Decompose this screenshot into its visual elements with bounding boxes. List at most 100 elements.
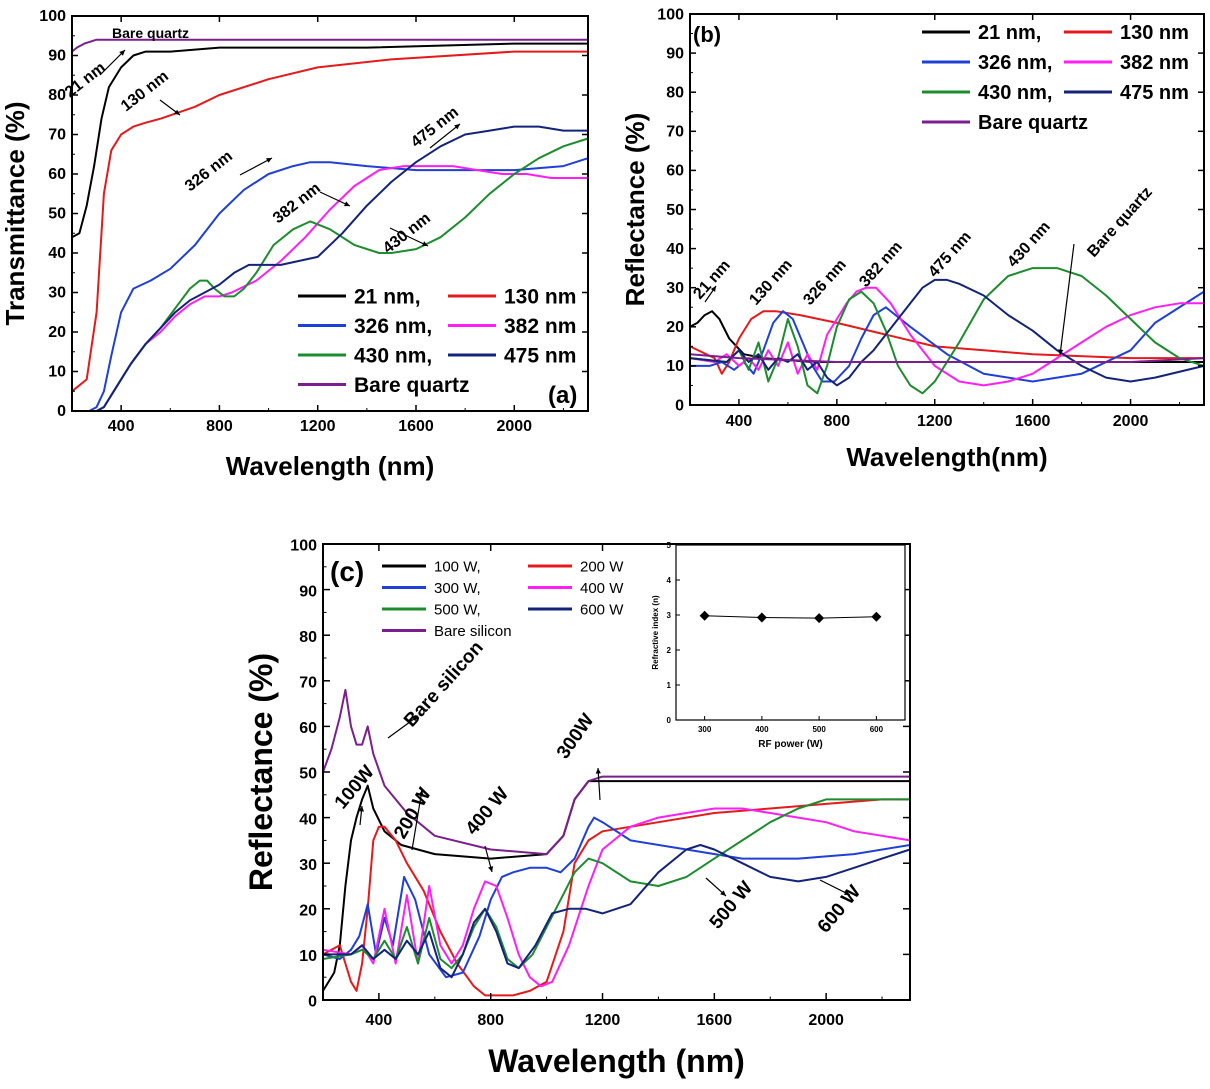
legend-entry: 430 nm, <box>354 345 432 368</box>
series-line-6 <box>322 688 910 856</box>
legend-entry: 300 W, <box>434 580 481 597</box>
inset-y-tick-label: 3 <box>667 611 672 620</box>
series-line-1 <box>689 310 1204 375</box>
annotation-label: 326 nm <box>800 256 850 308</box>
inset-data-point <box>756 612 767 623</box>
annotation-arrowhead <box>488 866 494 872</box>
series-line-4 <box>322 798 910 970</box>
legend: 100 W, 200 W 300 W, 400 W 500 W, 600 W Bare si… <box>382 558 624 640</box>
y-tick-label: 0 <box>57 403 66 420</box>
legend: 21 nm, 130 nm 326 nm, 382 nm 430 nm, 475 nm Ba… <box>922 22 1189 134</box>
y-axis-label: Transmittance (%) <box>0 102 30 326</box>
annotation-label: Bare quartz <box>1084 184 1156 261</box>
inset-y-tick-label: 4 <box>667 576 672 585</box>
inset-y-tick-label: 5 <box>667 541 672 550</box>
series-line-0 <box>322 780 910 992</box>
inset-y-tick-label: 0 <box>667 716 672 725</box>
inset-data-point <box>699 610 710 621</box>
inset-x-axis-label: RF power (W) <box>758 739 822 750</box>
annotation-arrowhead <box>412 716 418 722</box>
legend-entry: 200 W <box>580 558 624 575</box>
annotation-label: 430 nm <box>1004 218 1054 270</box>
series-line-6 <box>689 353 1205 363</box>
panel-a: 0 10 20 30 40 50 60 70 80 90 100 400 800 1200 1600 2000… <box>0 8 589 481</box>
x-axis-label: Wavelength(nm) <box>846 442 1047 472</box>
annotation-arrowhead <box>344 201 350 207</box>
annotation-label: 400 W <box>462 784 513 840</box>
y-tick-label: 80 <box>48 87 66 104</box>
annotation-label: 21 nm <box>690 257 734 303</box>
x-tick-label: 1600 <box>697 1012 733 1029</box>
series-line-6 <box>71 38 588 53</box>
y-tick-label: 100 <box>657 6 684 23</box>
panel-label: (c) <box>330 556 364 587</box>
series-line-4 <box>72 137 589 412</box>
legend-entry: 21 nm, <box>354 286 421 309</box>
annotation-arrow <box>319 191 351 207</box>
series-line-4 <box>689 267 1205 395</box>
x-tick-label: 1600 <box>398 418 434 435</box>
y-tick-label: 10 <box>666 358 684 375</box>
inset-frame <box>675 544 906 721</box>
x-tick-label: 800 <box>477 1012 504 1029</box>
y-tick-label: 30 <box>48 284 66 301</box>
panel-label: (b) <box>693 22 721 47</box>
legend-entry: 21 nm, <box>978 22 1041 44</box>
legend-entry: Bare quartz <box>354 374 470 397</box>
y-tick-label: 70 <box>666 124 684 141</box>
y-tick-label: 30 <box>299 857 317 874</box>
annotation-arrow <box>411 789 423 851</box>
annotation-label: 130 nm <box>746 256 796 308</box>
series-line-2 <box>72 157 589 412</box>
x-tick-label: 1600 <box>1015 413 1051 430</box>
y-tick-label: 10 <box>48 363 66 380</box>
annotation-label: 21 nm <box>62 59 109 101</box>
annotation-label: 200 W <box>390 784 436 842</box>
annotation-arrow <box>819 879 851 896</box>
annotation-label: 500 W <box>706 878 757 934</box>
y-tick-label: 70 <box>299 674 317 691</box>
x-tick-label: 2000 <box>496 418 532 435</box>
legend-entry: 100 W, <box>434 558 481 575</box>
annotation-label: 382 nm <box>270 180 324 227</box>
y-tick-label: 30 <box>666 280 684 297</box>
y-tick-label: 100 <box>39 8 66 25</box>
annotation-label: 326 nm <box>182 148 236 195</box>
legend-entry: 475 nm <box>1120 82 1189 104</box>
x-tick-label: 800 <box>824 413 851 430</box>
inset-data-point <box>871 611 882 622</box>
y-tick-label: 20 <box>48 324 66 341</box>
y-tick-label: 80 <box>299 629 317 646</box>
y-tick-label: 40 <box>666 241 684 258</box>
x-tick-label: 400 <box>108 418 135 435</box>
legend: 21 nm, 130 nm 326 nm, 382 nm 430 nm, 475 nm Ba… <box>298 286 576 397</box>
inset-x-tick-label: 600 <box>870 725 884 734</box>
legend-entry: 130 nm <box>504 286 576 309</box>
y-tick-label: 0 <box>675 397 684 414</box>
x-tick-label: 2000 <box>1113 413 1149 430</box>
y-tick-label: 60 <box>48 166 66 183</box>
y-tick-label: 10 <box>299 948 317 965</box>
y-tick-label: 70 <box>48 126 66 143</box>
annotation-arrowhead <box>266 158 272 163</box>
x-axis-label: Wavelength (nm) <box>226 451 434 481</box>
annotation-label: Bare quartz <box>112 25 189 41</box>
inset-x-tick-label: 500 <box>812 725 826 734</box>
legend-entry: 430 nm, <box>978 82 1052 104</box>
annotation-arrowhead <box>710 286 716 292</box>
legend-entry: Bare silicon <box>434 623 512 640</box>
inset-y-tick-label: 2 <box>667 646 672 655</box>
x-tick-label: 1200 <box>300 418 336 435</box>
annotation-arrow <box>429 123 461 149</box>
panel-b: 0 10 20 30 40 50 60 70 80 90 100 400 800 1200 1600 2000… <box>620 6 1205 472</box>
legend-entry: 326 nm, <box>978 52 1052 74</box>
y-tick-label: 50 <box>48 205 66 222</box>
y-tick-label: 20 <box>299 902 317 919</box>
y-tick-label: 80 <box>666 84 684 101</box>
y-tick-label: 90 <box>48 47 66 64</box>
y-tick-label: 100 <box>290 538 317 555</box>
x-tick-label: 1200 <box>917 413 953 430</box>
series-line-1 <box>71 50 588 393</box>
annotation-arrowhead <box>1058 349 1064 355</box>
